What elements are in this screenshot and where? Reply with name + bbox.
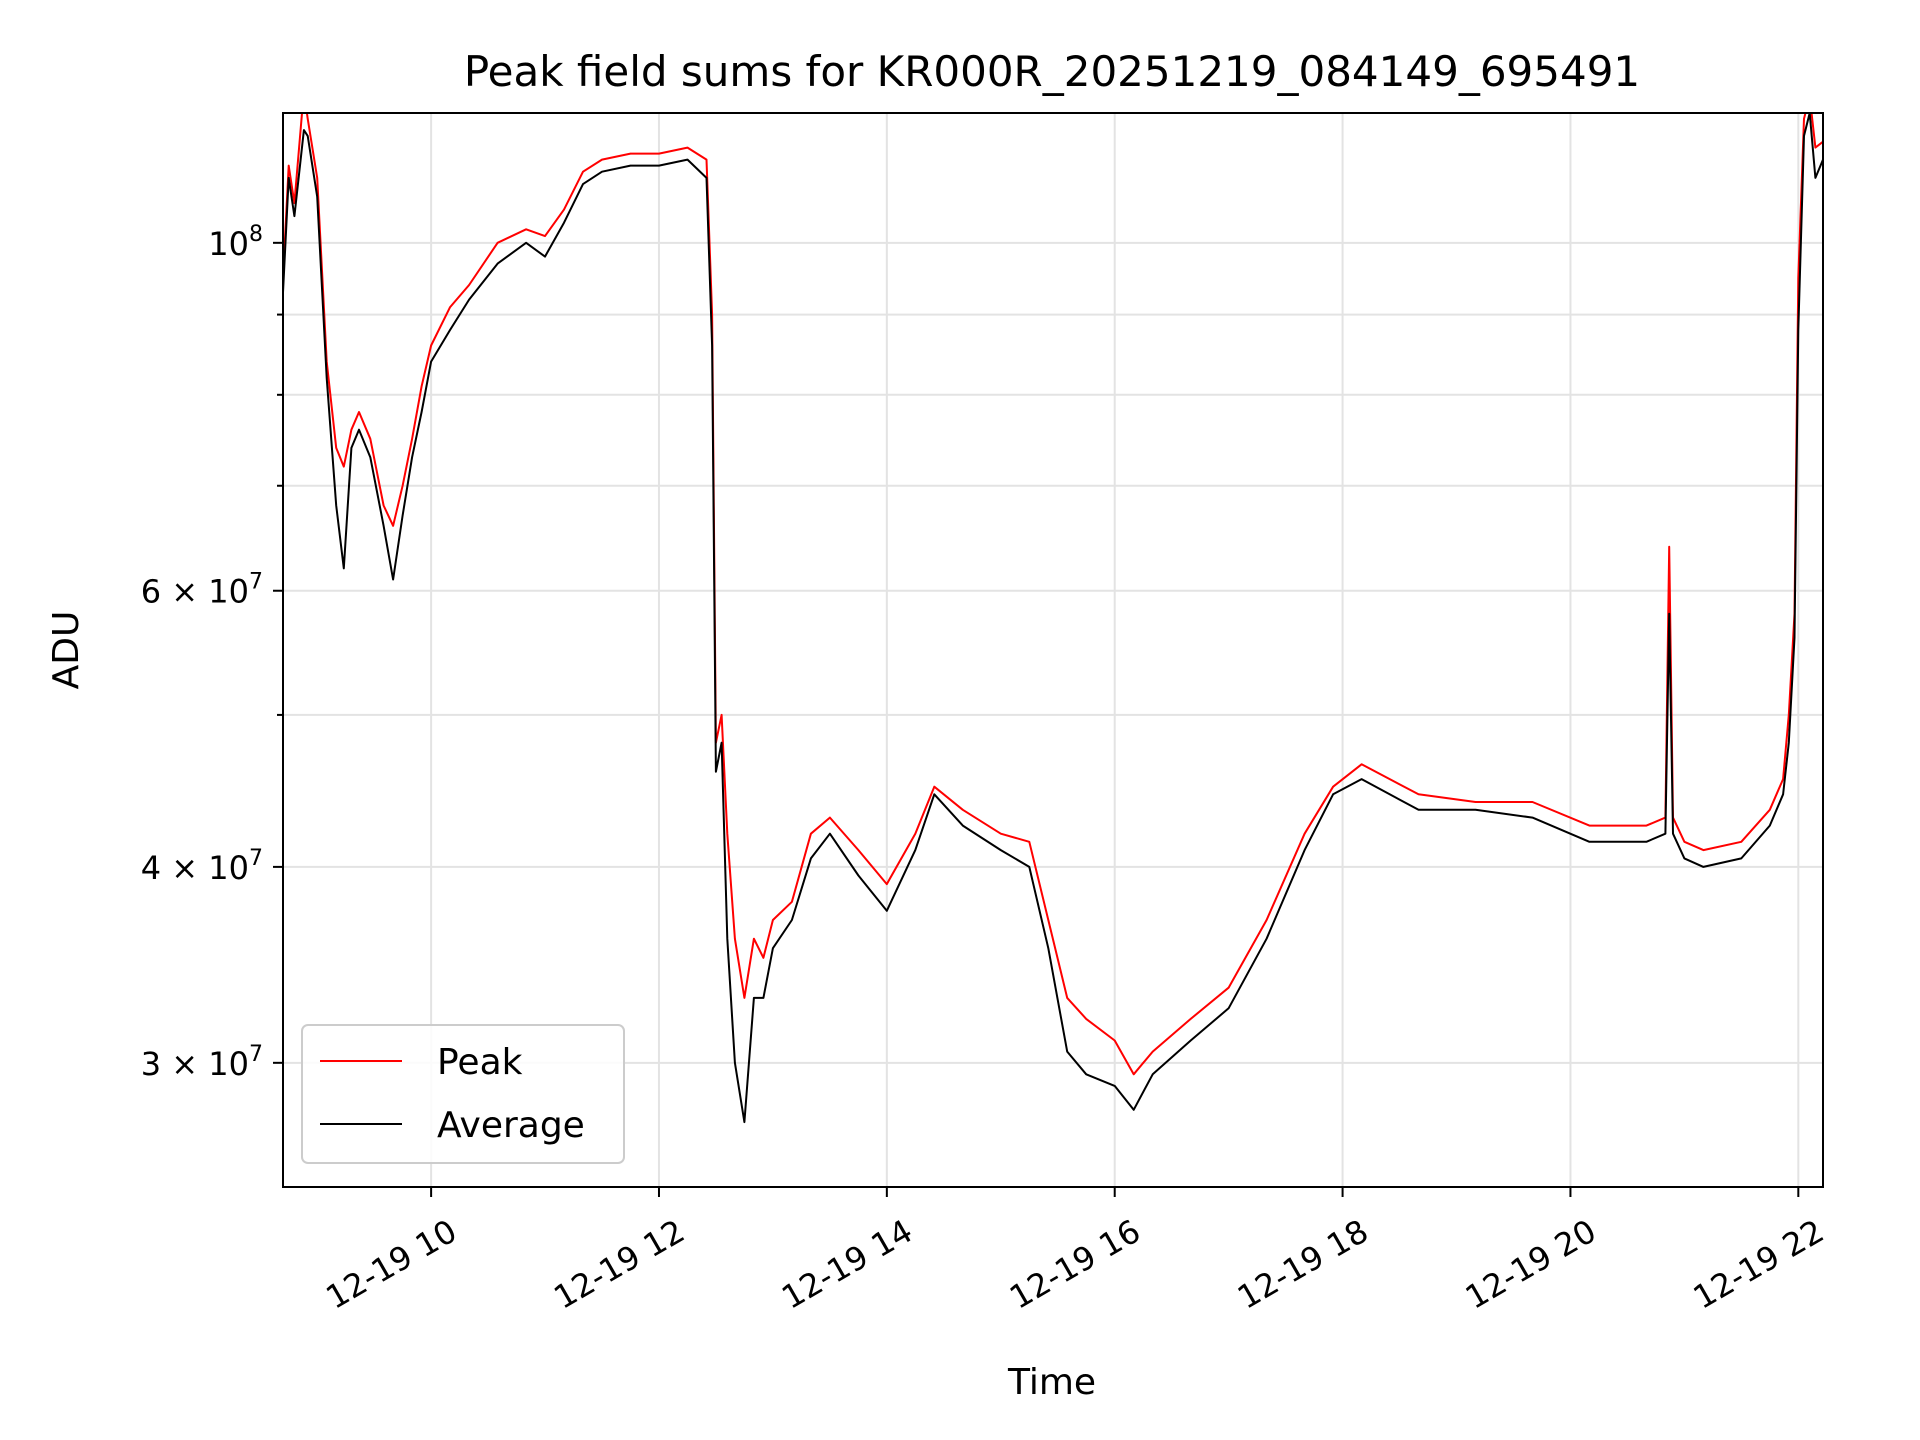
legend-frame <box>301 1024 625 1164</box>
series-lines <box>283 113 1823 1124</box>
chart-title: Peak field sums for KR000R_20251219_0841… <box>464 47 1640 96</box>
plot-frame <box>282 112 1824 1188</box>
series-line-average <box>283 113 1823 1124</box>
legend-label-peak: Peak <box>437 1042 523 1083</box>
y-tick-label-3-10-7: 3 × 107 <box>141 1042 263 1083</box>
y-tick-label-10-8: 108 <box>208 222 263 263</box>
y-axis-label: ADU <box>46 611 87 690</box>
legend: Peak Average <box>301 1024 625 1164</box>
legend-label-average: Average <box>437 1105 585 1146</box>
x-axis-label: Time <box>1007 1362 1096 1403</box>
y-tick-label-6-10-7: 6 × 107 <box>141 570 263 611</box>
y-tick-label-4-10-7: 4 × 107 <box>141 846 263 887</box>
